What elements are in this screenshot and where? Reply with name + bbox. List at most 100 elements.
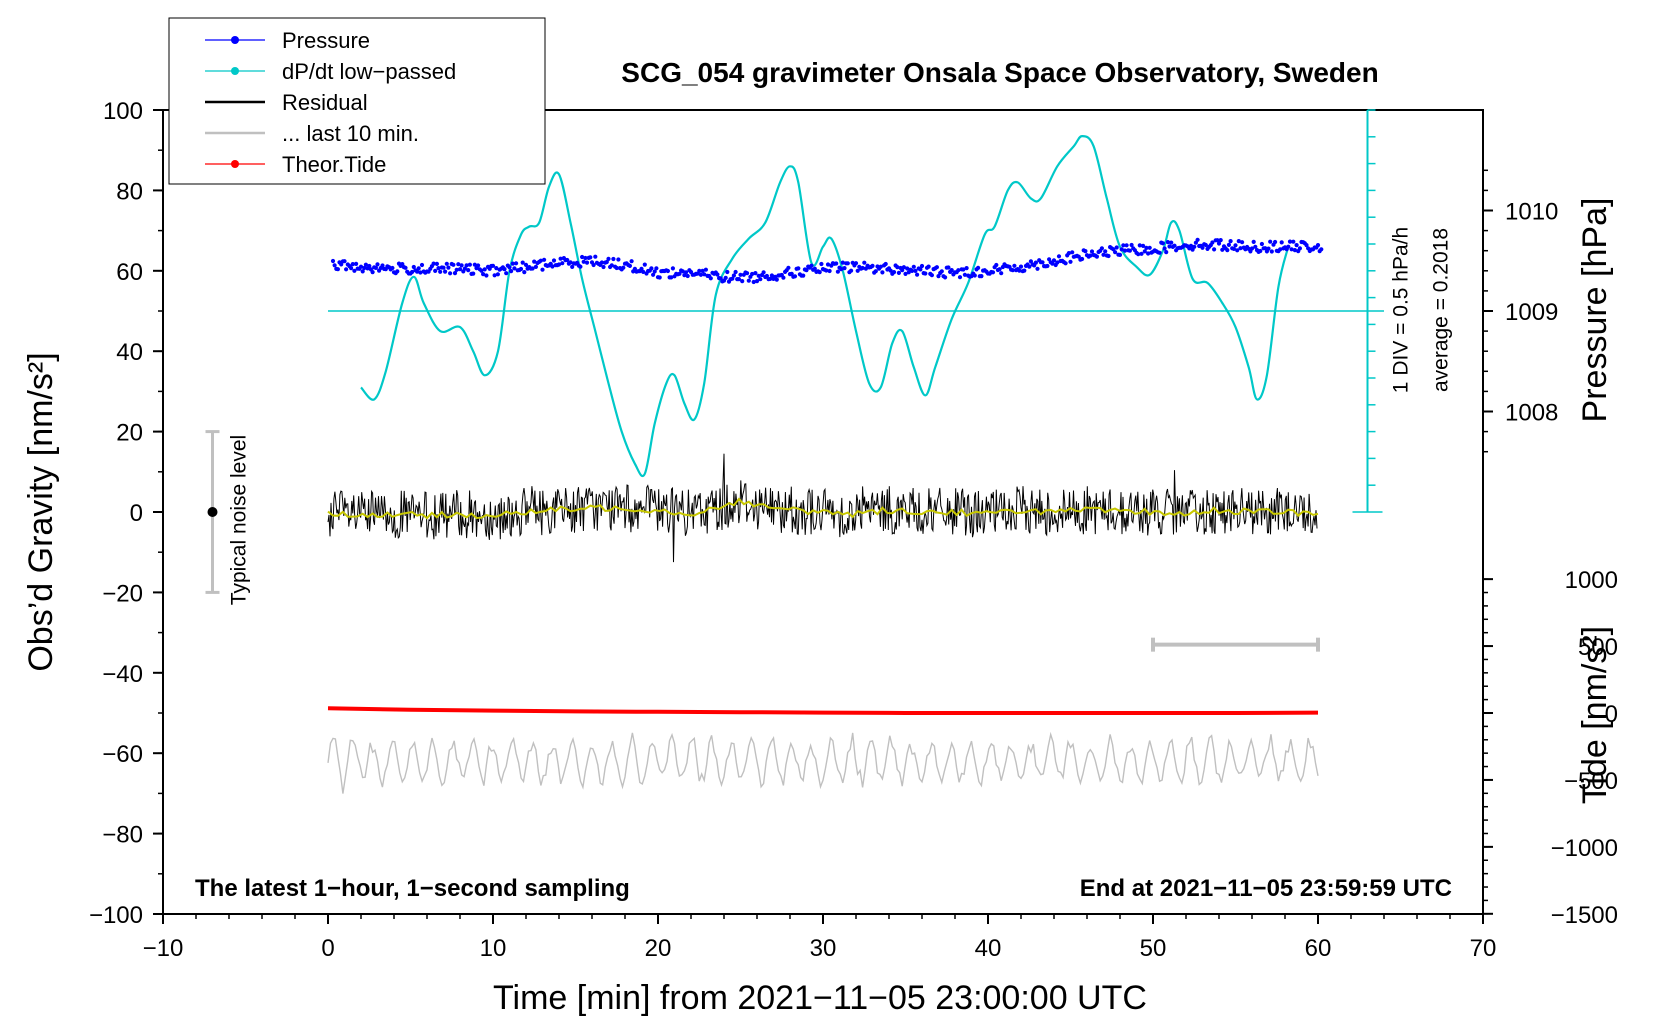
pressure-point xyxy=(1040,260,1045,265)
pressure-point xyxy=(558,256,563,261)
pressure-point xyxy=(1294,243,1299,248)
pressure-point xyxy=(492,273,497,278)
pressure-point xyxy=(611,256,616,262)
pressure-point xyxy=(792,274,798,279)
pressure-point xyxy=(542,257,547,262)
pressure-point xyxy=(1188,243,1194,248)
pressure-point xyxy=(1165,240,1170,245)
tide-tick-label: 0 xyxy=(1605,701,1618,728)
pressure-point xyxy=(1212,247,1217,252)
pressure-point xyxy=(510,261,515,266)
pressure-point xyxy=(578,264,583,269)
pressure-point xyxy=(568,260,573,265)
legend-marker xyxy=(231,67,239,75)
x-tick-label: 40 xyxy=(975,935,1002,962)
pressure-point xyxy=(718,276,723,281)
pressure-point xyxy=(1292,248,1297,253)
pressure-point xyxy=(621,265,626,270)
pressure-point xyxy=(652,269,657,274)
pressure-point xyxy=(994,262,999,268)
pressure-point xyxy=(538,258,543,263)
pressure-tick-label: 1010 xyxy=(1505,199,1558,226)
pressure-point xyxy=(1142,249,1147,254)
pressure-point xyxy=(434,261,439,266)
pressure-point xyxy=(452,271,458,276)
pressure-point xyxy=(584,260,590,265)
pressure-point xyxy=(1139,251,1144,256)
pressure-point xyxy=(438,269,443,274)
pressure-point xyxy=(1028,259,1033,264)
pressure-point xyxy=(1210,240,1215,245)
pressure-point xyxy=(883,261,888,267)
y-tick-label: −40 xyxy=(102,661,143,688)
pressure-point xyxy=(1089,249,1095,254)
tide-axis-label: Tide [nm/s²] xyxy=(1576,626,1614,804)
pressure-point xyxy=(957,275,963,280)
pressure-point xyxy=(956,268,961,273)
pressure-point xyxy=(997,267,1002,272)
pressure-point xyxy=(588,255,593,260)
pressure-point xyxy=(556,262,562,267)
pressure-point xyxy=(1117,252,1123,257)
pressure-point xyxy=(913,268,918,273)
pressure-point xyxy=(443,269,448,274)
pressure-point xyxy=(812,266,817,271)
pressure-point xyxy=(1268,239,1273,244)
pressure-point xyxy=(551,258,557,263)
pressure-point xyxy=(680,269,685,274)
pressure-point xyxy=(926,264,931,269)
y-tick-label: −100 xyxy=(89,902,143,929)
pressure-point xyxy=(761,270,766,275)
pressure-point xyxy=(350,262,355,267)
pressure-point xyxy=(736,277,742,282)
pressure-point xyxy=(390,265,395,271)
pressure-point xyxy=(1141,243,1146,248)
pressure-point xyxy=(472,262,477,267)
legend-label: Residual xyxy=(282,90,368,115)
pressure-point xyxy=(870,263,875,268)
pressure-point xyxy=(1146,251,1151,256)
pressure-point xyxy=(919,263,925,269)
pressure-point xyxy=(509,269,514,274)
pressure-point xyxy=(1137,243,1142,248)
pressure-point xyxy=(708,276,713,281)
y-tick-label: −20 xyxy=(102,580,143,607)
pressure-point xyxy=(746,278,751,283)
series-pressure xyxy=(330,237,1324,285)
pressure-point xyxy=(448,271,453,276)
pressure-point xyxy=(330,258,336,264)
pressure-point xyxy=(1192,244,1197,249)
pressure-point xyxy=(1068,259,1073,264)
series-dpdt xyxy=(360,134,1290,478)
pressure-point xyxy=(824,268,829,273)
dpdt-average-label: average = 0.2018 xyxy=(1430,228,1453,392)
pressure-point xyxy=(1226,242,1231,247)
pressure-point xyxy=(756,273,761,278)
pressure-point xyxy=(349,266,354,271)
pressure-point xyxy=(1304,243,1309,248)
pressure-point xyxy=(593,254,598,259)
pressure-point xyxy=(1269,249,1274,254)
pressure-point xyxy=(657,275,662,280)
legend-marker xyxy=(231,160,239,168)
pressure-point xyxy=(758,277,763,282)
y-tick-label: 60 xyxy=(116,259,143,286)
pressure-point xyxy=(1119,247,1124,252)
legend-label: Pressure xyxy=(282,28,370,53)
legend-entry: Residual xyxy=(205,90,368,115)
pressure-point xyxy=(446,265,451,270)
pressure-point xyxy=(733,269,738,275)
pressure-point xyxy=(1291,239,1296,244)
pressure-point xyxy=(697,268,702,273)
pressure-point xyxy=(670,266,676,271)
pressure-point xyxy=(1225,248,1230,253)
annotation-end-time: End at 2021−11−05 23:59:59 UTC xyxy=(1080,875,1452,902)
pressure-point xyxy=(467,262,472,267)
pressure-point xyxy=(1127,248,1132,253)
pressure-point xyxy=(380,263,385,268)
legend-entry: Pressure xyxy=(205,28,370,53)
legend-entry: Theor.Tide xyxy=(205,152,386,177)
pressure-point xyxy=(332,263,337,268)
pressure-point xyxy=(1035,266,1040,271)
pressure-point xyxy=(842,266,847,271)
